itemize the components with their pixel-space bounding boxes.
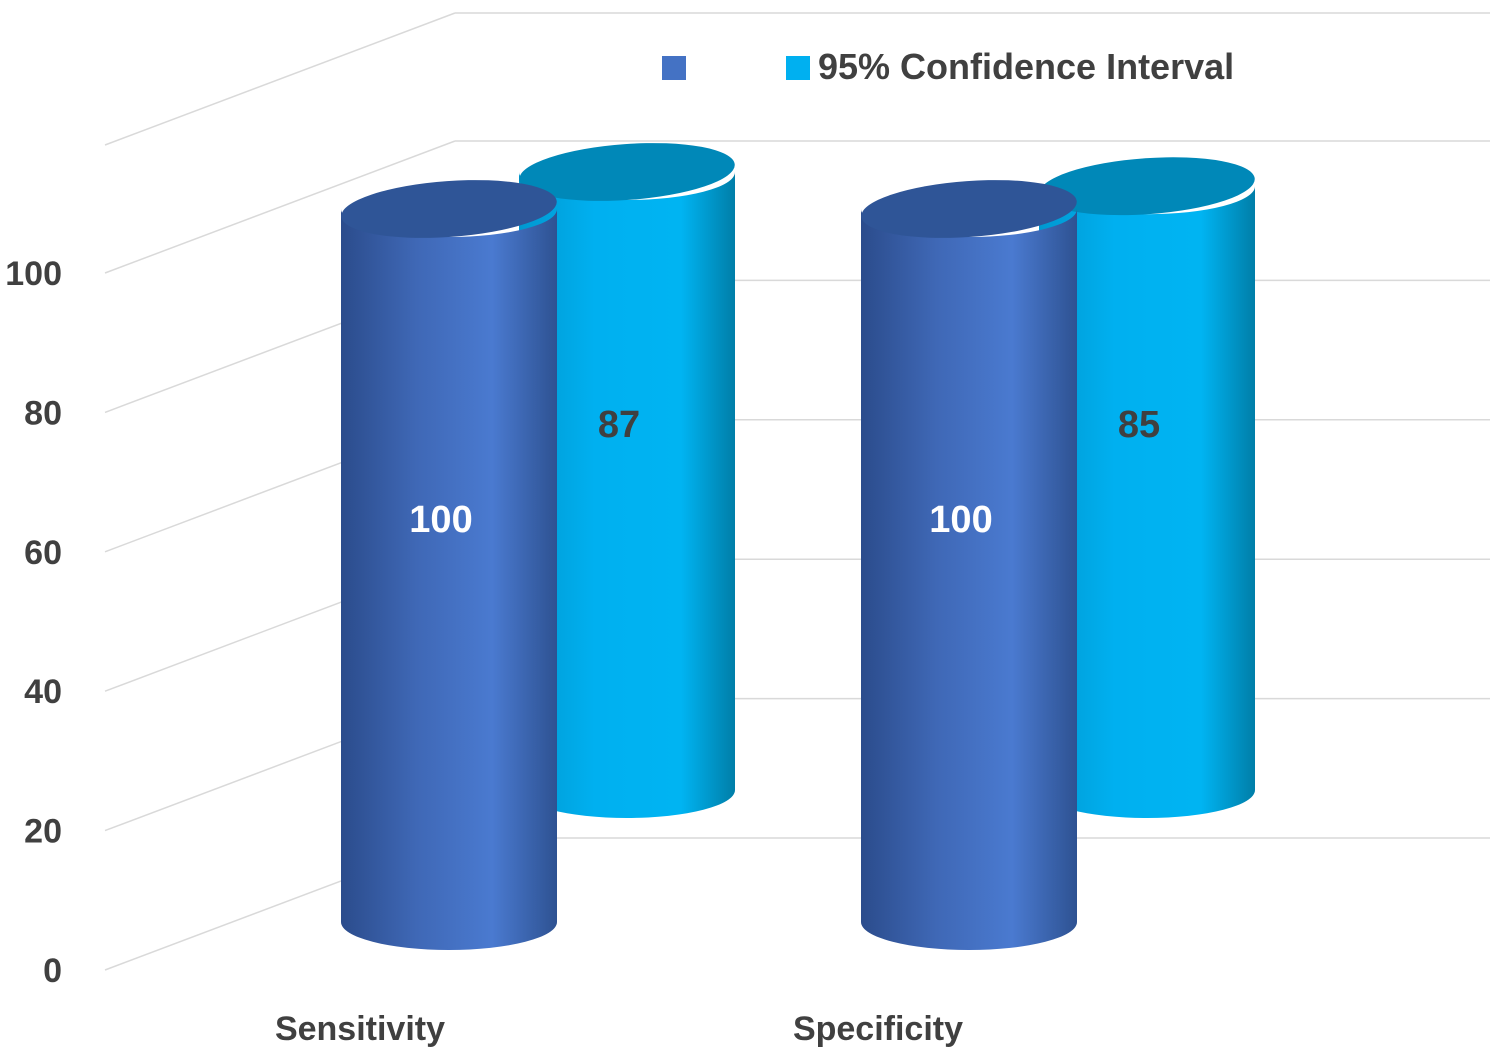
y-tick-label: 20 [24,813,62,851]
side-gridline [104,12,456,146]
legend-swatch [786,56,810,80]
side-gridline [104,140,456,274]
bars: 87 85 100 100 [341,143,1255,950]
y-tick-label: 100 [5,255,62,293]
bar-confidence-interval-specificity: 85 [1039,157,1255,818]
y-tick-label: 80 [24,394,62,432]
data-label: 85 [1118,404,1160,446]
bar-top [1039,157,1255,216]
x-axis: Sensitivity Specificity [275,1010,963,1048]
bar-body [861,209,1077,950]
bar-top [519,143,735,201]
y-tick-label: 60 [24,534,62,572]
bar-top [341,180,557,238]
y-axis: 0 20 40 60 80 100 [5,255,62,990]
legend-label: 95% Confidence Interval [818,46,1234,87]
y-tick-label: 40 [24,673,62,711]
data-label: 100 [929,499,992,541]
bar-confidence-interval-sensitivity: 87 [519,143,735,818]
category-label: Specificity [793,1010,963,1048]
bar-body [1039,186,1255,818]
bar-primary-sensitivity: 100 [341,180,557,950]
bar-primary-specificity: 100 [861,180,1077,950]
category-label: Sensitivity [275,1010,445,1048]
legend-item: 95% Confidence Interval [786,46,1234,87]
grid-lines [104,12,1490,971]
data-label: 87 [598,404,640,446]
bar-body [519,172,735,818]
bar-body [341,209,557,950]
y-tick-label: 0 [43,952,62,990]
legend-swatch [662,56,686,80]
legend-item [662,56,686,80]
bar-top [861,180,1077,238]
legend: 95% Confidence Interval [662,46,1234,87]
data-label: 100 [409,499,472,541]
